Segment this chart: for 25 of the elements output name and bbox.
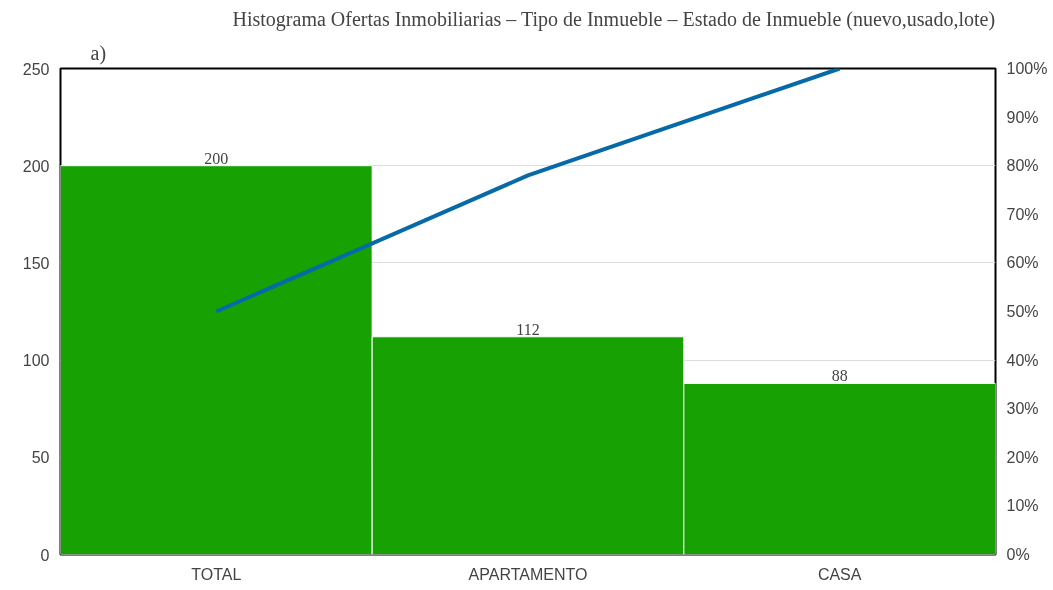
- y2-tick-label: 50%: [1006, 303, 1039, 320]
- data-label: 112: [516, 320, 540, 338]
- y-tick-label: 0: [40, 546, 50, 564]
- y2-tick-label: 10%: [1006, 497, 1039, 515]
- y-tick-label: 50: [31, 449, 50, 467]
- y2-tick-label: 80%: [1006, 157, 1039, 175]
- y2-tick-label: 20%: [1006, 448, 1039, 466]
- y2-tick-label: 70%: [1006, 205, 1039, 223]
- y2-tick-label: 40%: [1006, 351, 1039, 369]
- chart-title: Histograma Ofertas Inmobiliarias – Tipo de Inmueble – Estado de Inmueble (nuevo,usado,lote): [232, 7, 996, 31]
- data-label: 88: [831, 367, 848, 385]
- x-tick-label: APARTAMENTO: [468, 565, 588, 583]
- y2-tick-label: 30%: [1006, 400, 1039, 418]
- y-tick-label: 100: [22, 352, 50, 370]
- x-tick-label: TOTAL: [191, 565, 242, 583]
- y-tick-label: 250: [22, 60, 50, 78]
- text: a): [90, 41, 107, 65]
- y2-tick-label: 60%: [1006, 254, 1039, 272]
- y2-tick-label: 90%: [1006, 108, 1039, 126]
- y2-tick-label: 0%: [1006, 546, 1030, 563]
- y2-tick-label: 100%: [1006, 60, 1048, 77]
- data-label: 200: [204, 149, 229, 167]
- y-tick-label: 150: [22, 254, 50, 272]
- y-tick-label: 200: [22, 157, 50, 175]
- x-tick-label: CASA: [817, 565, 862, 583]
